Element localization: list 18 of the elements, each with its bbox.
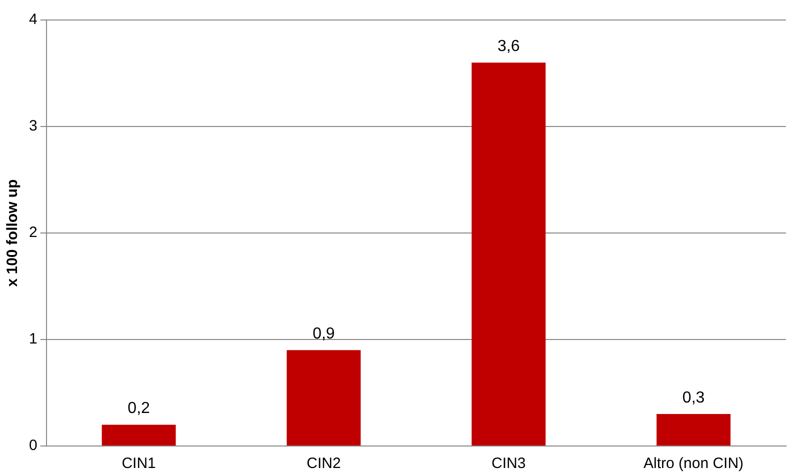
- bar: [286, 350, 361, 446]
- y-axis-title: x 100 follow up: [4, 179, 22, 287]
- data-label: 0,2: [128, 400, 150, 418]
- x-tick-label: CIN1: [122, 455, 156, 472]
- y-tick-label: 3: [29, 118, 38, 135]
- y-tick-label: 1: [29, 330, 38, 348]
- x-tick-label: Altro (non CIN): [644, 455, 744, 472]
- bar: [102, 424, 176, 446]
- y-tick-label: 2: [29, 224, 38, 242]
- data-label: 3,6: [498, 38, 520, 56]
- data-label: 0,9: [312, 326, 335, 343]
- x-tick-label: CIN3: [492, 455, 526, 472]
- y-tick-label: 0: [29, 437, 38, 454]
- x-tick-label: CIN2: [306, 455, 341, 472]
- data-label: 0,3: [682, 389, 705, 406]
- y-tick-label: 4: [29, 11, 38, 28]
- bar: [472, 62, 546, 446]
- bar: [656, 414, 731, 446]
